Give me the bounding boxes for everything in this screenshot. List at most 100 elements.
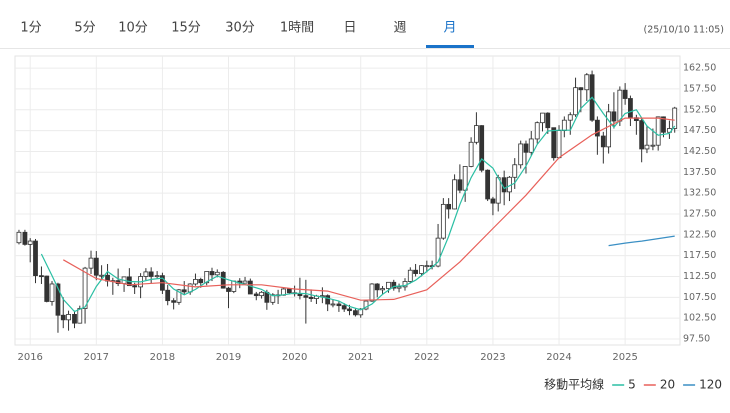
candle-body	[380, 288, 385, 291]
candle-body	[49, 283, 55, 302]
candle-body	[396, 286, 402, 289]
candle-body	[204, 271, 210, 284]
candle-body	[639, 120, 645, 150]
candle-body	[573, 87, 578, 116]
y-tick-label: 107.50	[683, 292, 716, 303]
x-tick-label: 2017	[84, 352, 109, 363]
candle-body	[600, 135, 606, 148]
candle-body	[545, 112, 551, 129]
candle-body	[363, 300, 369, 310]
timeframe-tab[interactable]: 5分	[74, 21, 95, 36]
candle-body	[644, 144, 650, 150]
candle-body	[655, 116, 661, 146]
candle-body	[231, 280, 237, 292]
candle-body	[650, 144, 656, 147]
candle-body	[259, 291, 264, 297]
candle-body	[303, 295, 309, 298]
y-tick-label: 137.50	[683, 167, 716, 178]
candle-body	[72, 314, 77, 324]
candle-body	[413, 269, 418, 274]
candle-body	[99, 274, 104, 277]
x-tick-label: 2016	[17, 352, 42, 363]
candle-body	[672, 107, 678, 129]
candle-body	[253, 293, 259, 297]
y-tick-label: 157.50	[683, 83, 716, 94]
candle-body	[226, 287, 231, 292]
y-tick-label: 117.50	[683, 250, 716, 261]
candle-body	[594, 119, 600, 137]
timeframe-tab[interactable]: 1分	[20, 21, 41, 36]
active-tab-underline	[426, 45, 474, 48]
candle-body	[33, 240, 38, 277]
candle-body	[424, 265, 430, 268]
timeframe-tab[interactable]: 月	[443, 21, 456, 36]
candle-body	[556, 130, 562, 159]
timeframe-tab[interactable]: 30分	[225, 21, 255, 36]
timeframe-tab[interactable]: 1時間	[280, 21, 314, 36]
candle-body	[622, 89, 628, 99]
candle-body	[479, 125, 485, 171]
candle-body	[66, 314, 71, 321]
candle-body	[474, 125, 479, 143]
candle-body	[611, 111, 617, 122]
candle-body	[325, 295, 331, 305]
x-tick-label: 2024	[546, 352, 571, 363]
candle-body	[16, 231, 22, 244]
legend-label: 5	[628, 378, 636, 392]
x-tick-label: 2022	[414, 352, 439, 363]
candle-body	[485, 169, 491, 200]
candle-body	[578, 87, 584, 91]
moving-average-line	[608, 235, 675, 247]
x-tick-label: 2019	[216, 352, 241, 363]
candle-body	[247, 280, 253, 295]
y-tick-label: 132.50	[683, 188, 716, 199]
candle-body	[44, 275, 50, 302]
x-tick-label: 2018	[150, 352, 175, 363]
y-tick-label: 97.50	[683, 333, 710, 344]
candle-body	[617, 89, 623, 122]
candle-body	[198, 278, 204, 284]
timeframe-tab[interactable]: 15分	[171, 21, 201, 36]
y-tick-label: 112.50	[683, 271, 716, 282]
candle-body	[561, 119, 567, 132]
candle-body	[132, 285, 138, 288]
candle-body	[452, 179, 457, 210]
candle-body	[270, 294, 276, 303]
candle-body	[308, 296, 314, 299]
candle-body	[330, 303, 336, 306]
candle-body	[77, 308, 83, 324]
candle-body	[143, 271, 149, 277]
y-tick-label: 162.50	[683, 63, 716, 74]
candle-body	[407, 269, 413, 282]
candle-body	[336, 303, 342, 307]
candle-body	[374, 283, 380, 291]
candle-body	[27, 240, 33, 245]
candle-body	[82, 267, 88, 309]
candle-body	[209, 271, 215, 276]
timeframe-tab[interactable]: 日	[343, 21, 356, 36]
legend-label: 20	[660, 378, 675, 392]
y-tick-label: 152.50	[683, 104, 716, 115]
x-tick-label: 2025	[612, 352, 637, 363]
timeframe-tab[interactable]: 週	[393, 21, 406, 36]
candle-body	[490, 198, 496, 204]
candle-body	[628, 98, 633, 119]
candle-body	[540, 112, 545, 124]
candle-body	[176, 289, 182, 303]
candle-body	[341, 305, 347, 310]
legend-title: 移動平均線	[544, 377, 604, 392]
candle-body	[606, 111, 612, 148]
candle-body	[93, 257, 99, 276]
candle-body	[193, 278, 198, 285]
candle-body	[528, 138, 534, 153]
candle-body	[60, 314, 66, 321]
candle-body	[353, 310, 358, 316]
candle-body	[386, 281, 391, 289]
moving-average-line	[63, 117, 675, 301]
candle-body	[369, 283, 375, 302]
candle-body	[22, 231, 28, 245]
moving-average-line	[40, 96, 676, 313]
candle-body	[584, 74, 590, 91]
timeframe-tab[interactable]: 10分	[118, 21, 148, 36]
